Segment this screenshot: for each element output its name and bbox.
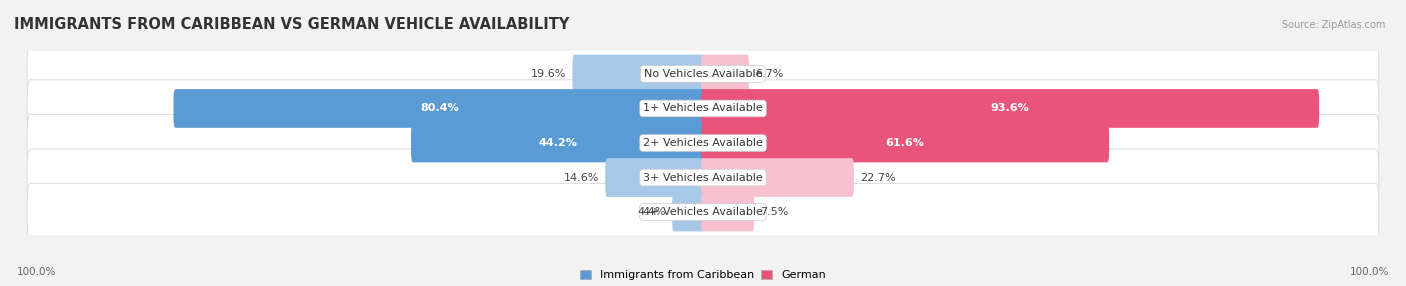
FancyBboxPatch shape <box>702 55 749 93</box>
FancyBboxPatch shape <box>702 158 853 197</box>
Text: 14.6%: 14.6% <box>564 172 599 182</box>
FancyBboxPatch shape <box>702 89 1319 128</box>
Text: No Vehicles Available: No Vehicles Available <box>644 69 762 79</box>
Text: 4.4%: 4.4% <box>638 207 666 217</box>
FancyBboxPatch shape <box>27 114 1379 172</box>
FancyBboxPatch shape <box>702 124 1109 162</box>
Text: 7.5%: 7.5% <box>761 207 789 217</box>
Text: 1+ Vehicles Available: 1+ Vehicles Available <box>643 104 763 114</box>
Text: 4+ Vehicles Available: 4+ Vehicles Available <box>643 207 763 217</box>
FancyBboxPatch shape <box>572 55 704 93</box>
Text: 6.7%: 6.7% <box>755 69 783 79</box>
Text: 2+ Vehicles Available: 2+ Vehicles Available <box>643 138 763 148</box>
Text: 100.0%: 100.0% <box>17 267 56 277</box>
FancyBboxPatch shape <box>411 124 704 162</box>
Text: 22.7%: 22.7% <box>860 172 896 182</box>
FancyBboxPatch shape <box>173 89 704 128</box>
Text: 19.6%: 19.6% <box>531 69 567 79</box>
Text: 3+ Vehicles Available: 3+ Vehicles Available <box>643 172 763 182</box>
FancyBboxPatch shape <box>27 183 1379 241</box>
FancyBboxPatch shape <box>702 193 754 231</box>
Text: 100.0%: 100.0% <box>1350 267 1389 277</box>
Text: Source: ZipAtlas.com: Source: ZipAtlas.com <box>1281 20 1385 30</box>
Text: 93.6%: 93.6% <box>991 104 1029 114</box>
Text: 61.6%: 61.6% <box>886 138 925 148</box>
Text: 44.2%: 44.2% <box>538 138 578 148</box>
FancyBboxPatch shape <box>27 45 1379 103</box>
FancyBboxPatch shape <box>27 80 1379 137</box>
Legend: Immigrants from Caribbean, German: Immigrants from Caribbean, German <box>581 270 825 281</box>
Text: 80.4%: 80.4% <box>420 104 458 114</box>
FancyBboxPatch shape <box>27 149 1379 206</box>
FancyBboxPatch shape <box>672 193 704 231</box>
FancyBboxPatch shape <box>605 158 704 197</box>
Text: IMMIGRANTS FROM CARIBBEAN VS GERMAN VEHICLE AVAILABILITY: IMMIGRANTS FROM CARIBBEAN VS GERMAN VEHI… <box>14 17 569 33</box>
